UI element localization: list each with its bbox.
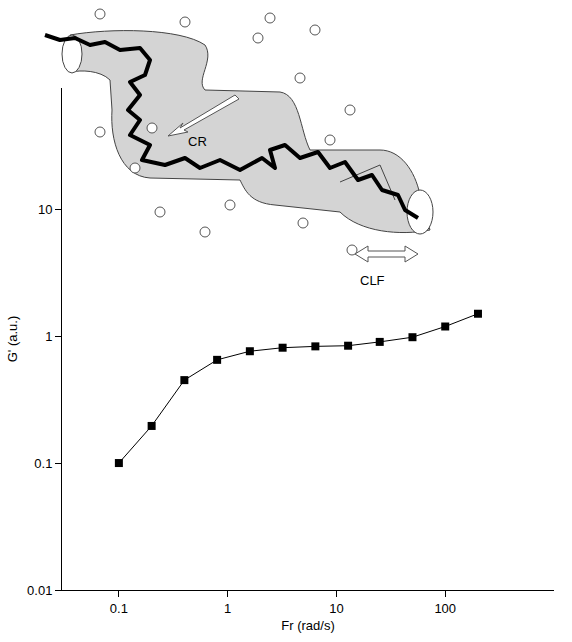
svg-text:10: 10 xyxy=(38,202,52,217)
svg-text:CR: CR xyxy=(188,134,207,149)
svg-text:0.01: 0.01 xyxy=(27,583,52,598)
svg-text:0.1: 0.1 xyxy=(34,456,52,471)
svg-text:Fr (rad/s): Fr (rad/s) xyxy=(281,618,334,633)
svg-text:10: 10 xyxy=(329,601,343,616)
svg-text:CLF: CLF xyxy=(360,273,385,288)
svg-text:G' (a.u.): G' (a.u.) xyxy=(5,316,20,363)
svg-text:1: 1 xyxy=(45,329,52,344)
svg-text:100: 100 xyxy=(434,601,456,616)
svg-text:1: 1 xyxy=(224,601,231,616)
svg-text:0.1: 0.1 xyxy=(110,601,128,616)
